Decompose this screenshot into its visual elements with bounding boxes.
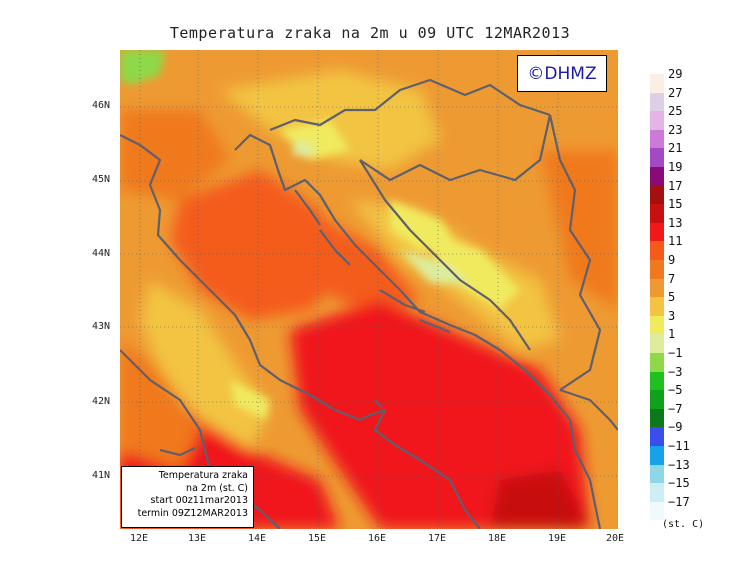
legend-label: −5 — [668, 383, 683, 398]
legend-swatch — [650, 167, 664, 186]
lon-label-15: 15E — [308, 533, 327, 544]
legend-swatch — [650, 260, 664, 279]
temperature-map — [120, 50, 618, 529]
legend-label: −9 — [668, 420, 683, 435]
legend-label: 29 — [668, 67, 683, 81]
legend-swatch — [650, 353, 664, 372]
info-line-3: start 00z11mar2013 — [150, 495, 248, 506]
legend-swatch — [650, 297, 664, 316]
legend-label: −1 — [668, 346, 683, 360]
info-box: Temperatura zraka na 2m (st. C) start 00… — [121, 466, 254, 528]
legend-swatch — [650, 74, 664, 93]
legend-units: (st. C) — [662, 519, 705, 530]
legend-swatch — [650, 204, 664, 223]
lat-label-44: 44N — [92, 248, 111, 259]
legend-label: 25 — [668, 104, 683, 119]
legend-swatch — [650, 464, 664, 484]
legend-swatch — [650, 371, 664, 391]
legend-swatch — [650, 483, 664, 502]
lon-label-13: 13E — [188, 533, 207, 544]
legend-label: 21 — [668, 141, 683, 156]
lon-label-16: 16E — [368, 533, 387, 544]
legend-label: 11 — [668, 234, 683, 249]
legend-label: 19 — [668, 160, 683, 174]
legend-swatch — [650, 427, 664, 446]
legend-swatch — [650, 185, 664, 205]
legend-swatch — [650, 315, 664, 335]
copyright-label: ©DHMZ — [517, 55, 607, 92]
legend-swatch — [650, 241, 664, 260]
lat-label-43: 43N — [92, 321, 111, 332]
legend-label: 1 — [668, 327, 676, 342]
lat-label-45: 45N — [92, 174, 111, 185]
legend-swatch — [650, 334, 664, 353]
lat-label-41: 41N — [92, 470, 111, 481]
legend-swatch — [650, 222, 664, 242]
legend-label: 9 — [668, 253, 676, 267]
legend-swatch — [650, 129, 664, 149]
legend-label: 13 — [668, 215, 683, 230]
lon-label-12: 12E — [130, 533, 149, 544]
legend-label: 15 — [668, 197, 683, 212]
info-line-4: termin 09Z12MAR2013 — [137, 507, 248, 519]
legend-swatch — [650, 501, 664, 521]
legend-label: −7 — [668, 401, 683, 416]
legend-label: −15 — [668, 476, 690, 491]
lon-label-17: 17E — [428, 533, 447, 544]
legend-swatch — [650, 92, 664, 112]
info-line-2: na 2m (st. C) — [186, 482, 248, 494]
map-title: Temperatura zraka na 2m u 09 UTC 12MAR20… — [169, 24, 571, 42]
lat-label-42: 42N — [92, 396, 111, 407]
lon-label-20: 20E — [606, 533, 625, 544]
info-line-1: Temperatura zraka — [158, 470, 248, 481]
legend-swatch — [650, 278, 664, 298]
lon-label-18: 18E — [488, 533, 507, 544]
legend-swatch — [650, 111, 664, 130]
cool-spots — [120, 50, 520, 420]
legend-label: 27 — [668, 85, 683, 100]
temperature-field — [120, 70, 618, 529]
legend-swatch — [650, 446, 664, 465]
legend-swatch — [650, 148, 664, 167]
legend-label: −13 — [668, 457, 690, 472]
legend-label: 3 — [668, 308, 676, 323]
legend-label: 23 — [668, 122, 683, 137]
legend-label: −11 — [668, 439, 690, 453]
lon-label-19: 19E — [548, 533, 567, 544]
legend-swatch — [650, 408, 664, 428]
lat-label-46: 46N — [92, 100, 111, 111]
legend-swatch — [650, 390, 664, 409]
legend-label: 7 — [668, 271, 676, 286]
legend-label: 17 — [668, 178, 683, 193]
lon-label-14: 14E — [248, 533, 267, 544]
legend-label: 5 — [668, 290, 676, 305]
legend-label: −17 — [668, 494, 690, 509]
legend-label: −3 — [668, 364, 683, 379]
coastlines — [120, 78, 618, 529]
